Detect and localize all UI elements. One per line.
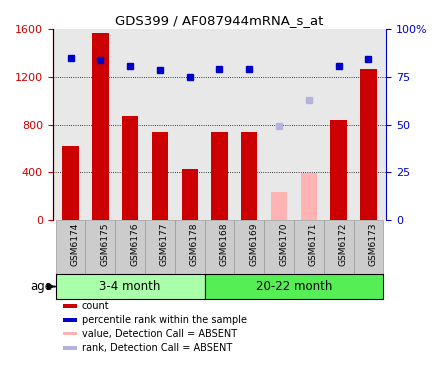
Text: 3-4 month: 3-4 month xyxy=(99,280,160,293)
Text: GSM6178: GSM6178 xyxy=(189,223,198,266)
Bar xyxy=(330,120,346,220)
Text: GSM6169: GSM6169 xyxy=(249,223,258,266)
FancyBboxPatch shape xyxy=(174,220,204,274)
FancyBboxPatch shape xyxy=(145,220,174,274)
Bar xyxy=(63,304,77,308)
Bar xyxy=(270,193,286,220)
Text: GSM6177: GSM6177 xyxy=(159,223,169,266)
Bar xyxy=(92,33,108,220)
Text: GSM6176: GSM6176 xyxy=(130,223,139,266)
Bar xyxy=(63,318,77,322)
Text: age: age xyxy=(30,280,52,293)
Bar xyxy=(211,132,227,220)
FancyBboxPatch shape xyxy=(264,220,293,274)
FancyBboxPatch shape xyxy=(353,220,382,274)
Text: 20-22 month: 20-22 month xyxy=(255,280,332,293)
Text: GSM6173: GSM6173 xyxy=(367,223,377,266)
Text: GSM6170: GSM6170 xyxy=(279,223,287,266)
FancyBboxPatch shape xyxy=(204,220,234,274)
Bar xyxy=(63,346,77,350)
Text: GSM6171: GSM6171 xyxy=(308,223,317,266)
Bar xyxy=(152,132,168,220)
Text: count: count xyxy=(81,301,109,311)
Bar xyxy=(62,146,78,220)
Title: GDS399 / AF087944mRNA_s_at: GDS399 / AF087944mRNA_s_at xyxy=(115,14,323,27)
Bar xyxy=(181,169,198,220)
Text: rank, Detection Call = ABSENT: rank, Detection Call = ABSENT xyxy=(81,343,231,353)
Bar xyxy=(63,332,77,335)
Bar xyxy=(300,173,316,220)
Text: GSM6175: GSM6175 xyxy=(100,223,109,266)
Bar xyxy=(122,116,138,220)
FancyBboxPatch shape xyxy=(293,220,323,274)
FancyBboxPatch shape xyxy=(115,220,145,274)
FancyBboxPatch shape xyxy=(56,274,204,299)
Bar xyxy=(360,68,376,220)
FancyBboxPatch shape xyxy=(323,220,353,274)
Text: value, Detection Call = ABSENT: value, Detection Call = ABSENT xyxy=(81,329,236,339)
Text: GSM6168: GSM6168 xyxy=(219,223,228,266)
FancyBboxPatch shape xyxy=(234,220,264,274)
Bar xyxy=(240,132,257,220)
Text: GSM6174: GSM6174 xyxy=(71,223,79,266)
Text: GSM6172: GSM6172 xyxy=(338,223,347,266)
FancyBboxPatch shape xyxy=(85,220,115,274)
FancyBboxPatch shape xyxy=(56,220,85,274)
Text: percentile rank within the sample: percentile rank within the sample xyxy=(81,315,246,325)
FancyBboxPatch shape xyxy=(204,274,382,299)
